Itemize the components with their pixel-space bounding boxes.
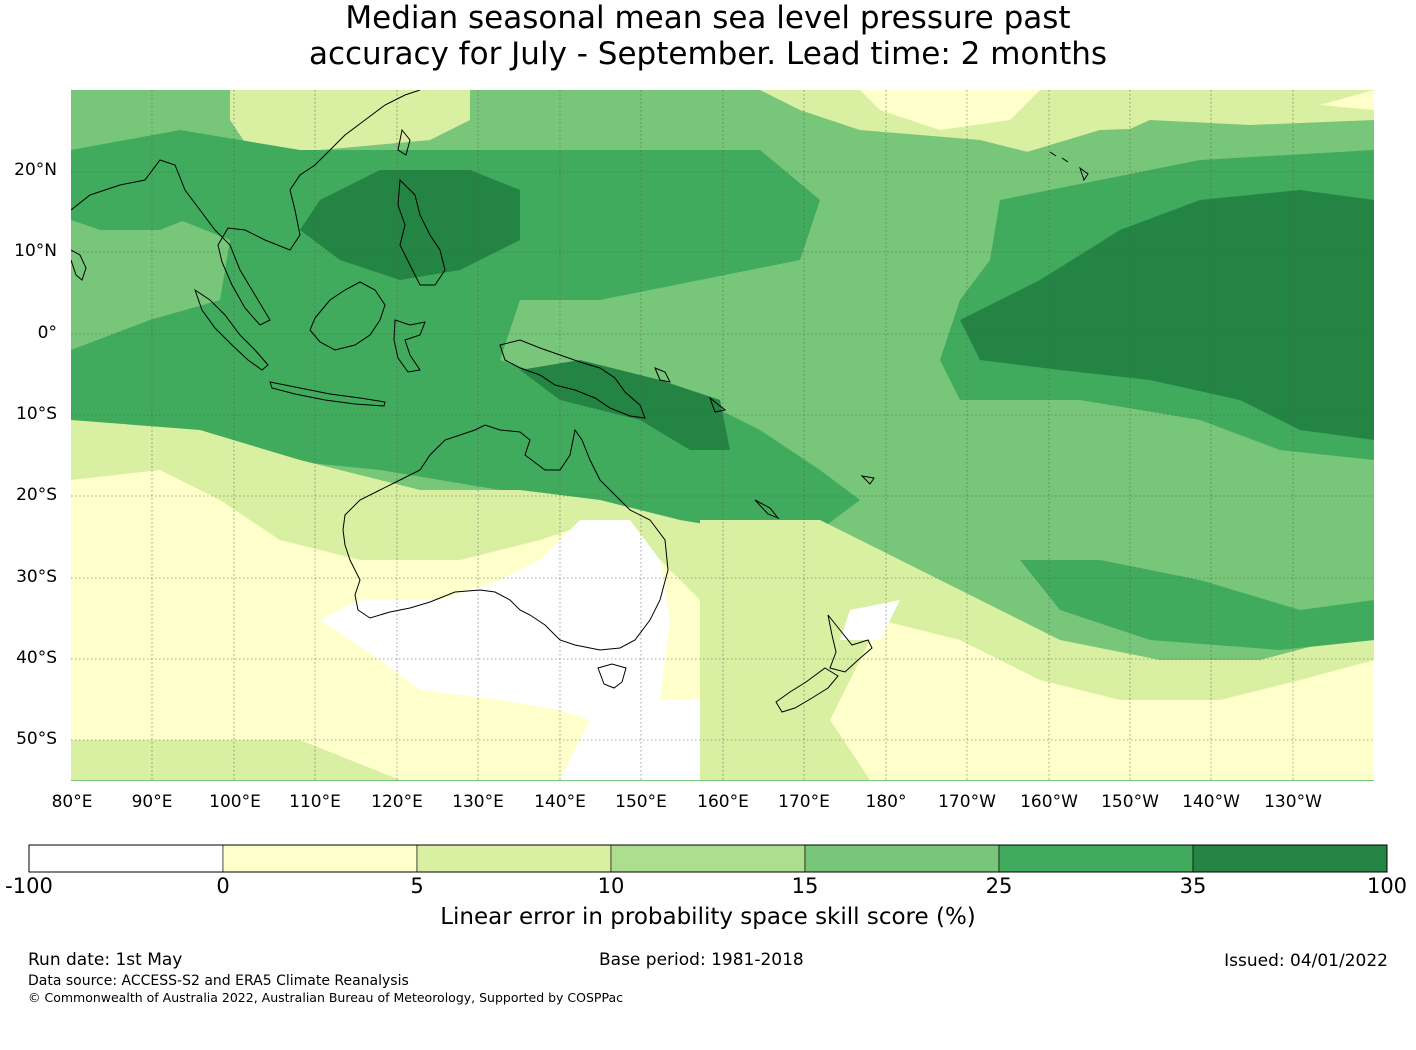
lon-label: 130°W [1264, 792, 1322, 812]
lon-label: 90°E [131, 792, 173, 812]
lon-label: 140°E [534, 792, 586, 812]
lon-label: 80°E [51, 792, 93, 812]
colorbar-tick: 25 [985, 874, 1013, 898]
colorbar-label: Linear error in probability space skill … [440, 904, 976, 930]
australia-coastline [342, 424, 669, 651]
colorbar-tick: 100 [1366, 874, 1408, 898]
lon-label: 100°E [209, 792, 261, 812]
coastlines [71, 90, 1089, 713]
lon-label: 110°E [289, 792, 341, 812]
lat-label: 40°S [16, 648, 57, 668]
mainland-asia-coastline [71, 90, 421, 326]
tasmania-coastline [597, 663, 627, 689]
philippines-coastline [397, 178, 446, 286]
lon-label: 170°E [778, 792, 830, 812]
colorbar-segment [804, 844, 1000, 873]
colorbar-segment [222, 844, 418, 873]
skill-score-field [71, 90, 1374, 781]
sulawesi-coastline [393, 319, 426, 373]
colorbar-segment [28, 844, 224, 873]
lat-label: 50°S [16, 729, 57, 749]
lat-label: 20°N [14, 160, 57, 180]
lat-label: 10°S [16, 404, 57, 424]
map-title-line-1: Median seasonal mean sea level pressure … [345, 0, 1071, 36]
lat-label: 0° [37, 323, 57, 343]
graticule [71, 90, 1374, 781]
lon-label: 120°E [371, 792, 423, 812]
borneo-coastline [309, 281, 386, 351]
colorbar-tick: 10 [597, 874, 625, 898]
colorbar-border [28, 844, 1388, 873]
colorbar [28, 844, 1388, 873]
lon-label: 150°E [615, 792, 667, 812]
india-coastline [71, 249, 87, 281]
base-period: Base period: 1981-2018 [599, 950, 804, 970]
lat-label: 30°S [16, 567, 57, 587]
colorbar-tick: -100 [5, 874, 53, 898]
issued-date: Issued: 04/01/2022 [1224, 951, 1388, 971]
java-coastline [269, 381, 386, 407]
data-source: Data source: ACCESS-S2 and ERA5 Climate … [28, 973, 409, 989]
new-zealand-north-coastline [827, 614, 873, 673]
colorbar-segment [998, 844, 1194, 873]
colorbar-tick: 0 [216, 874, 230, 898]
lon-label: 160°E [697, 792, 749, 812]
lat-label: 10°N [14, 241, 57, 261]
run-date: Run date: 1st May [28, 950, 183, 970]
new-guinea-coastline [499, 339, 646, 419]
colorbar-segment [610, 844, 806, 873]
lon-label: 140°W [1182, 792, 1240, 812]
lat-label: 20°S [16, 485, 57, 505]
new-caledonia-coastline [754, 499, 780, 520]
lon-label: 130°E [452, 792, 504, 812]
hawaii-coastline [1049, 151, 1089, 182]
map-title: Median seasonal mean sea level pressure … [0, 0, 1416, 72]
colorbar-tick: 5 [410, 874, 424, 898]
colorbar-tick: 15 [791, 874, 819, 898]
colorbar-segment [1192, 844, 1388, 873]
lon-label: 180° [865, 792, 907, 812]
map-title-line-2: accuracy for July - September. Lead time… [308, 36, 1108, 72]
taiwan-coastline [397, 128, 411, 156]
copyright: © Commonwealth of Australia 2022, Austra… [28, 990, 623, 1005]
lon-label: 150°W [1101, 792, 1159, 812]
colorbar-segment [416, 844, 612, 873]
fiji-coastline [860, 475, 875, 485]
lon-label: 170°W [938, 792, 996, 812]
sumatra-coastline [194, 288, 269, 371]
solomon-islands-coastline [654, 367, 727, 413]
lon-label: 160°W [1020, 792, 1078, 812]
new-zealand-south-coastline [775, 667, 839, 713]
colorbar-tick: 35 [1179, 874, 1207, 898]
